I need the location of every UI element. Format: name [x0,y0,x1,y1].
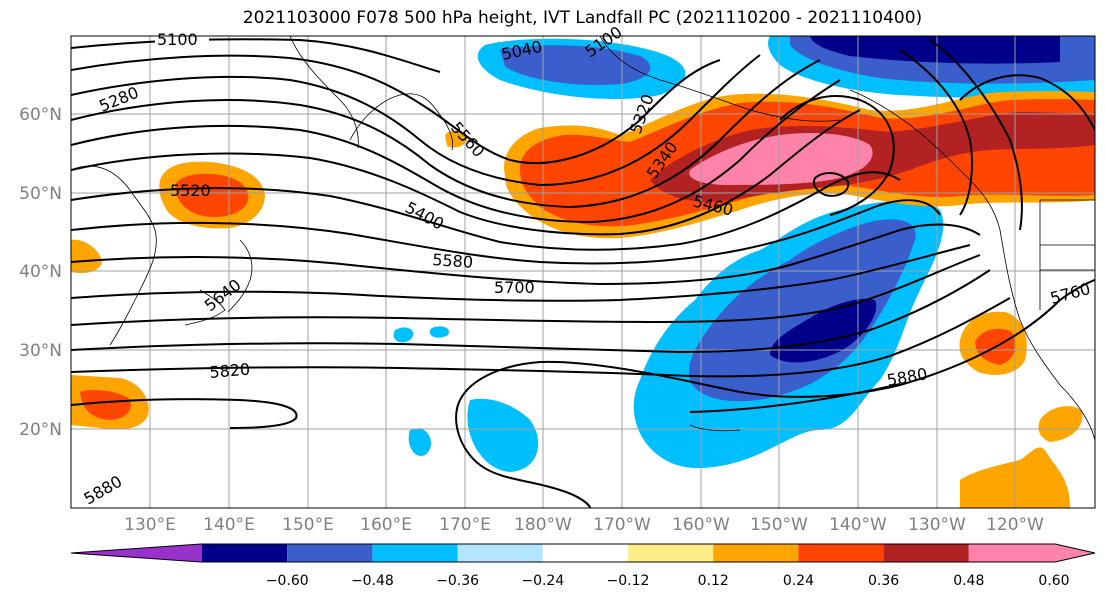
lat-label: 60°N [19,105,62,125]
contour-label: 5820 [209,360,251,382]
plot-border [70,35,1096,509]
lon-label: 150°W [750,515,808,535]
lon-label: 120°W [986,515,1044,535]
latitude-labels: 60°N 50°N 40°N 30°N 20°N [19,105,62,440]
positive-region-max [689,133,873,185]
contour-label: 5520 [170,181,211,200]
colorbar-segment [798,544,884,562]
contour-label: 5100 [157,30,198,49]
colorbar-segment [883,544,969,562]
lon-label: 150°E [282,515,334,535]
lon-label: 140°E [203,515,255,535]
lat-label: 50°N [19,184,62,204]
lon-label: 130°E [124,515,176,535]
colorbar-tick-label: 0.48 [953,573,984,589]
lon-label: 170°W [593,515,651,535]
colorbar-tick-label: 0.60 [1038,573,1069,589]
colorbar-segment [628,544,714,562]
longitude-labels: 130°E 140°E 150°E 160°E 170°E 180°W 170°… [124,515,1044,535]
ivt-shading [71,36,1095,508]
colorbar-tick-label: −0.60 [266,573,309,589]
colorbar-segment [713,544,799,562]
lat-label: 30°N [19,341,62,361]
height-contours [71,38,1095,508]
contour-label: 5580 [432,250,474,272]
colorbar-tick-label: −0.12 [607,573,650,589]
colorbar-outline [70,543,1096,563]
colorbar-tick-label: −0.36 [436,573,479,589]
colorbar-tick-label: 0.24 [783,573,814,589]
colorbar-segment [968,544,1095,562]
lon-label: 160°E [360,515,412,535]
colorbar [70,543,1096,563]
colorbar-segment [542,544,628,562]
colorbar-tick-label: 0.12 [698,573,729,589]
colorbar-tick-label: −0.24 [521,573,564,589]
colorbar-tick-label: −0.48 [351,573,394,589]
colorbar-ticks: −0.60 −0.48 −0.36 −0.24 −0.12 0.12 0.24 0.36 0.4… [266,573,1070,589]
lon-label: 130°W [908,515,966,535]
map-title: 2021103000 F078 500 hPa height, IVT Land… [242,8,923,28]
coastlines [71,36,1095,441]
colorbar-segment [287,544,373,562]
lon-label: 170°E [439,515,491,535]
colorbar-segment [372,544,458,562]
lon-label: 140°W [829,515,887,535]
contour-label: 5700 [494,278,535,297]
lat-label: 20°N [19,420,62,440]
lon-label: 180°W [514,515,572,535]
lat-label: 40°N [19,262,62,282]
colorbar-segment [457,544,543,562]
colorbar-tick-label: 0.36 [868,573,899,589]
colorbar-segment [202,544,288,562]
colorbar-segment [71,544,202,562]
lon-label: 160°W [672,515,730,535]
